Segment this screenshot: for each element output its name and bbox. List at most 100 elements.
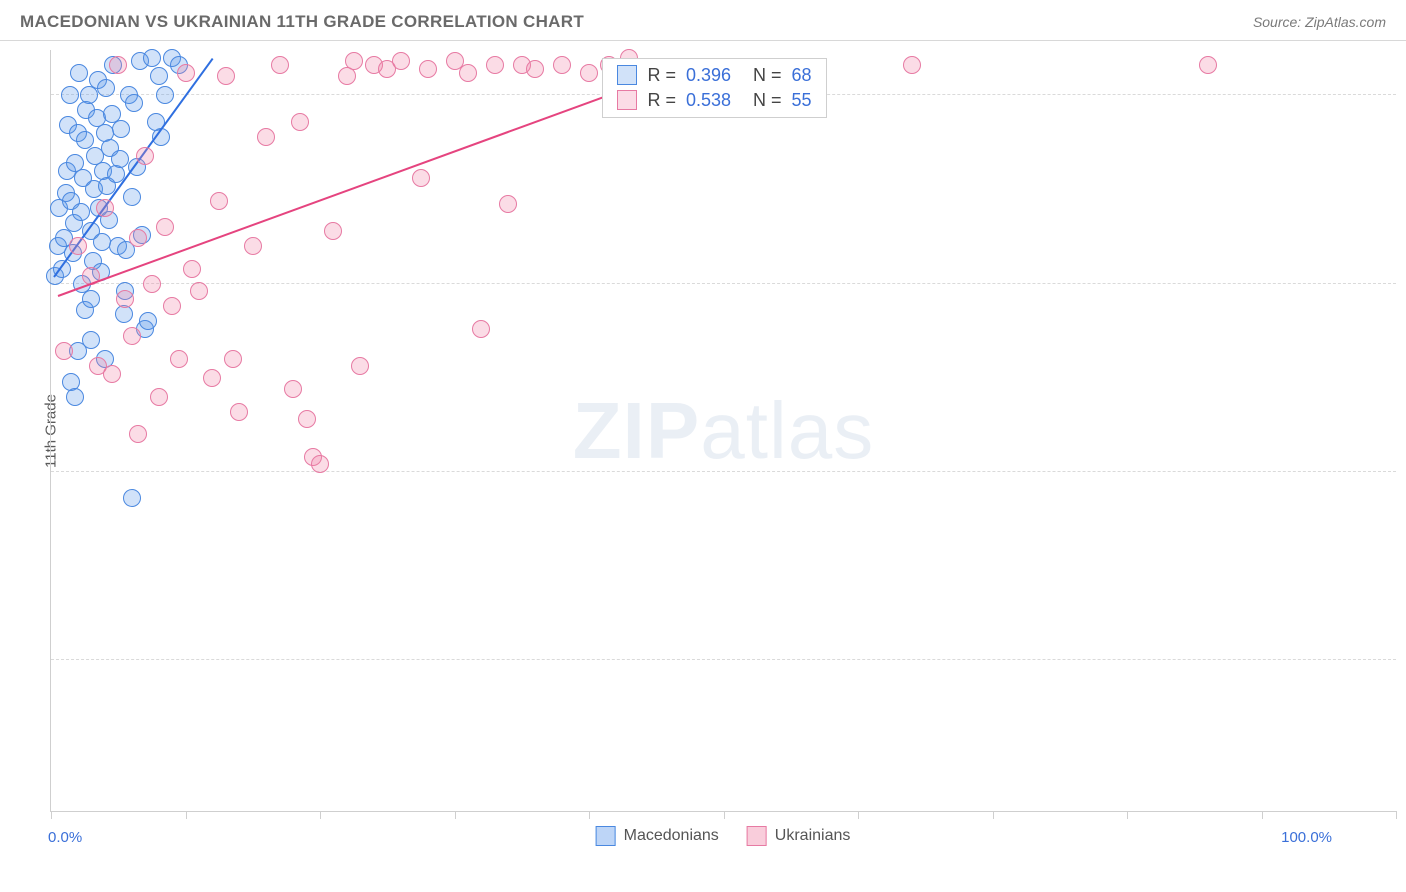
x-tick [455,811,456,819]
scatter-point [499,195,517,213]
scatter-point [129,229,147,247]
stats-box: R = 0.396 N = 68R = 0.538N = 55 [602,58,826,118]
scatter-point [291,113,309,131]
scatter-point [69,237,87,255]
scatter-point [284,380,302,398]
scatter-point [311,455,329,473]
legend-label: Ukrainians [775,827,851,845]
scatter-point [123,327,141,345]
scatter-point [111,150,129,168]
legend-item: Ukrainians [747,826,851,846]
chart-title: MACEDONIAN VS UKRAINIAN 11TH GRADE CORRE… [20,12,584,32]
scatter-point [271,56,289,74]
stat-swatch [617,90,637,110]
gridline [51,659,1396,660]
stat-n-value: 68 [792,65,812,86]
scatter-point [72,203,90,221]
scatter-point [143,49,161,67]
plot-area: ZIPatlas 85.0%90.0%95.0%100.0%R = 0.396N… [50,50,1396,812]
scatter-point [392,52,410,70]
scatter-point [156,86,174,104]
scatter-point [230,403,248,421]
x-tick [858,811,859,819]
scatter-point [224,350,242,368]
scatter-point [112,120,130,138]
scatter-point [190,282,208,300]
scatter-point [203,369,221,387]
gridline [51,283,1396,284]
scatter-point [412,169,430,187]
scatter-point [139,312,157,330]
stat-n-label: N = [753,65,782,86]
scatter-point [125,94,143,112]
scatter-point [486,56,504,74]
scatter-point [61,86,79,104]
scatter-point [150,67,168,85]
x-tick [320,811,321,819]
scatter-point [103,365,121,383]
legend-swatch [747,826,767,846]
stats-row: R = 0.538N = 55 [603,88,825,113]
x-axis-min-label: 0.0% [48,829,82,846]
scatter-point [136,147,154,165]
scatter-point [163,297,181,315]
scatter-point [97,79,115,97]
scatter-point [156,218,174,236]
stat-r-value: 0.538 [686,90,731,111]
scatter-point [217,67,235,85]
scatter-point [123,489,141,507]
scatter-point [150,388,168,406]
chart-source: Source: ZipAtlas.com [1253,14,1386,30]
x-tick [724,811,725,819]
x-tick [51,811,52,819]
legend-item: Macedonians [596,826,719,846]
chart-zone: 11th Grade ZIPatlas 85.0%90.0%95.0%100.0… [50,50,1396,812]
scatter-point [1199,56,1217,74]
scatter-point [93,233,111,251]
scatter-point [170,350,188,368]
stat-r-value: 0.396 [686,65,731,86]
x-axis-max-label: 100.0% [1281,829,1332,846]
scatter-point [244,237,262,255]
watermark-zip: ZIP [573,386,700,475]
x-tick [1396,811,1397,819]
watermark-atlas: atlas [700,386,874,475]
x-tick [993,811,994,819]
scatter-point [526,60,544,78]
chart-header: MACEDONIAN VS UKRAINIAN 11TH GRADE CORRE… [0,0,1406,41]
legend-swatch [596,826,616,846]
x-tick [589,811,590,819]
stats-row: R = 0.396 N = 68 [603,63,825,88]
source-prefix: Source: [1253,14,1305,30]
watermark: ZIPatlas [573,385,874,477]
stat-r-label: R = [647,90,676,111]
scatter-point [177,64,195,82]
scatter-point [82,290,100,308]
scatter-point [96,199,114,217]
scatter-point [351,357,369,375]
stat-r-label: R = [647,65,676,86]
scatter-point [324,222,342,240]
x-tick [1262,811,1263,819]
scatter-point [116,290,134,308]
scatter-point [553,56,571,74]
trend-line [57,92,616,297]
scatter-point [210,192,228,210]
scatter-point [80,86,98,104]
scatter-point [580,64,598,82]
scatter-point [298,410,316,428]
scatter-point [70,64,88,82]
scatter-point [345,52,363,70]
stat-swatch [617,65,637,85]
x-tick [1127,811,1128,819]
scatter-point [903,56,921,74]
scatter-point [123,188,141,206]
scatter-point [129,425,147,443]
gridline [51,471,1396,472]
scatter-point [109,56,127,74]
scatter-point [66,388,84,406]
scatter-point [143,275,161,293]
x-tick [186,811,187,819]
legend-label: Macedonians [624,827,719,845]
stat-n-value: 55 [792,90,812,111]
